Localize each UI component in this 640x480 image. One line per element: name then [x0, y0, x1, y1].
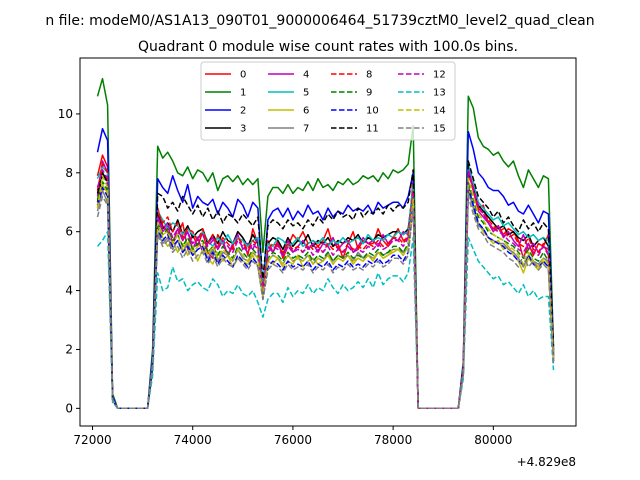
axes-frame — [79, 57, 577, 427]
x-tick-label: 72000 — [73, 433, 111, 447]
x-tick-label: 80000 — [474, 433, 512, 447]
y-tick-label: 2 — [65, 342, 73, 356]
legend-label-11: 11 — [366, 124, 379, 135]
figure-suptitle: n file: modeM0/AS1A13_090T01_9000006464_… — [45, 13, 594, 29]
series-line-3 — [96, 172, 555, 410]
y-tick-label: 10 — [58, 107, 73, 121]
legend-label-4: 4 — [303, 70, 309, 81]
series-line-13 — [96, 230, 555, 410]
x-axis-offset-label: +4.829e8 — [517, 455, 576, 469]
x-tick-label: 76000 — [274, 433, 312, 447]
legend-label-8: 8 — [366, 70, 372, 81]
plot-area — [96, 77, 555, 410]
series-line-7 — [96, 189, 555, 410]
x-tick-label: 74000 — [174, 433, 212, 447]
y-tick-label: 8 — [65, 166, 73, 180]
legend-label-1: 1 — [240, 88, 246, 99]
y-axis: 0 2 4 6 8 10 — [58, 107, 80, 415]
series-line-5 — [96, 163, 555, 410]
legend-label-6: 6 — [303, 106, 309, 117]
series-line-9 — [96, 180, 555, 410]
legend-label-3: 3 — [240, 124, 246, 135]
x-axis: 72000 74000 76000 78000 80000 — [73, 426, 512, 447]
legend-label-14: 14 — [433, 106, 446, 117]
y-tick-label: 0 — [65, 401, 73, 415]
legend-label-13: 13 — [433, 88, 446, 99]
legend-label-0: 0 — [240, 70, 246, 81]
x-tick-label: 78000 — [374, 433, 412, 447]
legend-label-5: 5 — [303, 88, 309, 99]
series-line-14 — [96, 175, 555, 410]
legend-label-9: 9 — [366, 88, 372, 99]
series-line-12 — [96, 169, 555, 410]
legend-label-12: 12 — [433, 70, 446, 81]
legend-label-7: 7 — [303, 124, 309, 135]
chart-title: Quadrant 0 module wise count rates with … — [138, 39, 518, 55]
series-line-0 — [96, 154, 555, 410]
series-line-11 — [96, 160, 555, 410]
legend-label-15: 15 — [433, 124, 446, 135]
series-line-2 — [96, 127, 555, 410]
series-line-10 — [96, 186, 555, 410]
legend-label-10: 10 — [366, 106, 379, 117]
series-line-1 — [96, 77, 555, 410]
y-tick-label: 4 — [65, 284, 73, 298]
series-line-15 — [96, 195, 555, 410]
y-tick-label: 6 — [65, 225, 73, 239]
legend-label-2: 2 — [240, 106, 246, 117]
legend-box — [200, 61, 456, 141]
